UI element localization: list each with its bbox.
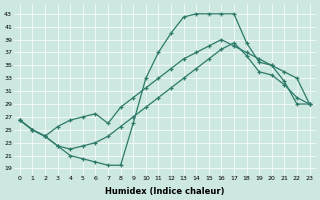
X-axis label: Humidex (Indice chaleur): Humidex (Indice chaleur) bbox=[105, 187, 224, 196]
